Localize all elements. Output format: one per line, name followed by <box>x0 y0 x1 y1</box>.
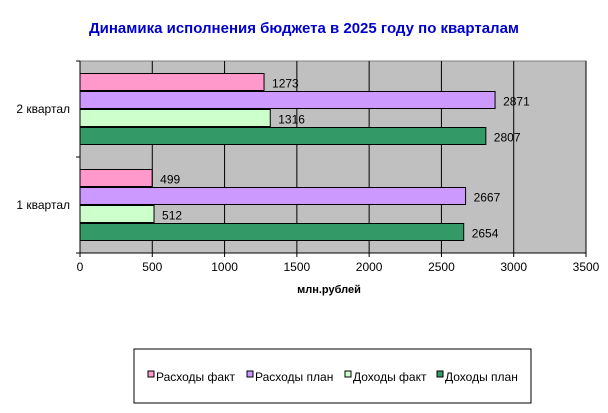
x-tick-label: 2000 <box>356 260 383 274</box>
legend-label: Расходы факт <box>156 370 235 384</box>
bar <box>79 127 487 145</box>
legend-swatch <box>436 370 444 378</box>
data-label: 2871 <box>503 95 530 109</box>
bar <box>79 223 465 241</box>
bar <box>79 109 271 127</box>
x-tick-label: 0 <box>77 260 84 274</box>
data-label: 1316 <box>278 113 305 127</box>
x-tick-label: 1500 <box>284 260 311 274</box>
legend-label: Доходы факт <box>353 370 427 384</box>
data-label: 512 <box>162 209 182 223</box>
bar <box>79 169 153 187</box>
x-axis-title: млн.рублей <box>297 284 361 296</box>
legend-swatch <box>147 370 155 378</box>
bar <box>79 73 265 91</box>
data-label: 2667 <box>474 191 501 205</box>
data-label: 1273 <box>272 77 299 91</box>
bar <box>79 187 467 205</box>
legend-swatch <box>344 370 352 378</box>
x-tick-label: 3500 <box>573 260 600 274</box>
legend-label: Доходы план <box>445 370 518 384</box>
plot-area: 0 500 1000 1500 2000 2500 3000 3500 1 квартал 499… <box>16 60 600 296</box>
x-tick-label: 3000 <box>500 260 527 274</box>
legend-label: Расходы план <box>255 370 333 384</box>
bar <box>79 91 496 109</box>
legend: Расходы факт Расходы план Доходы факт Доход… <box>133 348 532 404</box>
chart-title: Динамика исполнения бюджета в 2025 году … <box>88 20 520 37</box>
data-label: 2807 <box>494 131 521 145</box>
legend-swatch <box>246 370 254 378</box>
legend-box <box>133 348 532 404</box>
bar <box>79 205 155 223</box>
category-label: 1 квартал <box>16 198 70 212</box>
data-label: 499 <box>160 173 180 187</box>
x-tick-label: 1000 <box>211 260 238 274</box>
data-label: 2654 <box>472 227 499 241</box>
x-tick-label: 500 <box>142 260 162 274</box>
x-tick-label: 2500 <box>428 260 455 274</box>
category-label: 2 квартал <box>16 102 70 116</box>
